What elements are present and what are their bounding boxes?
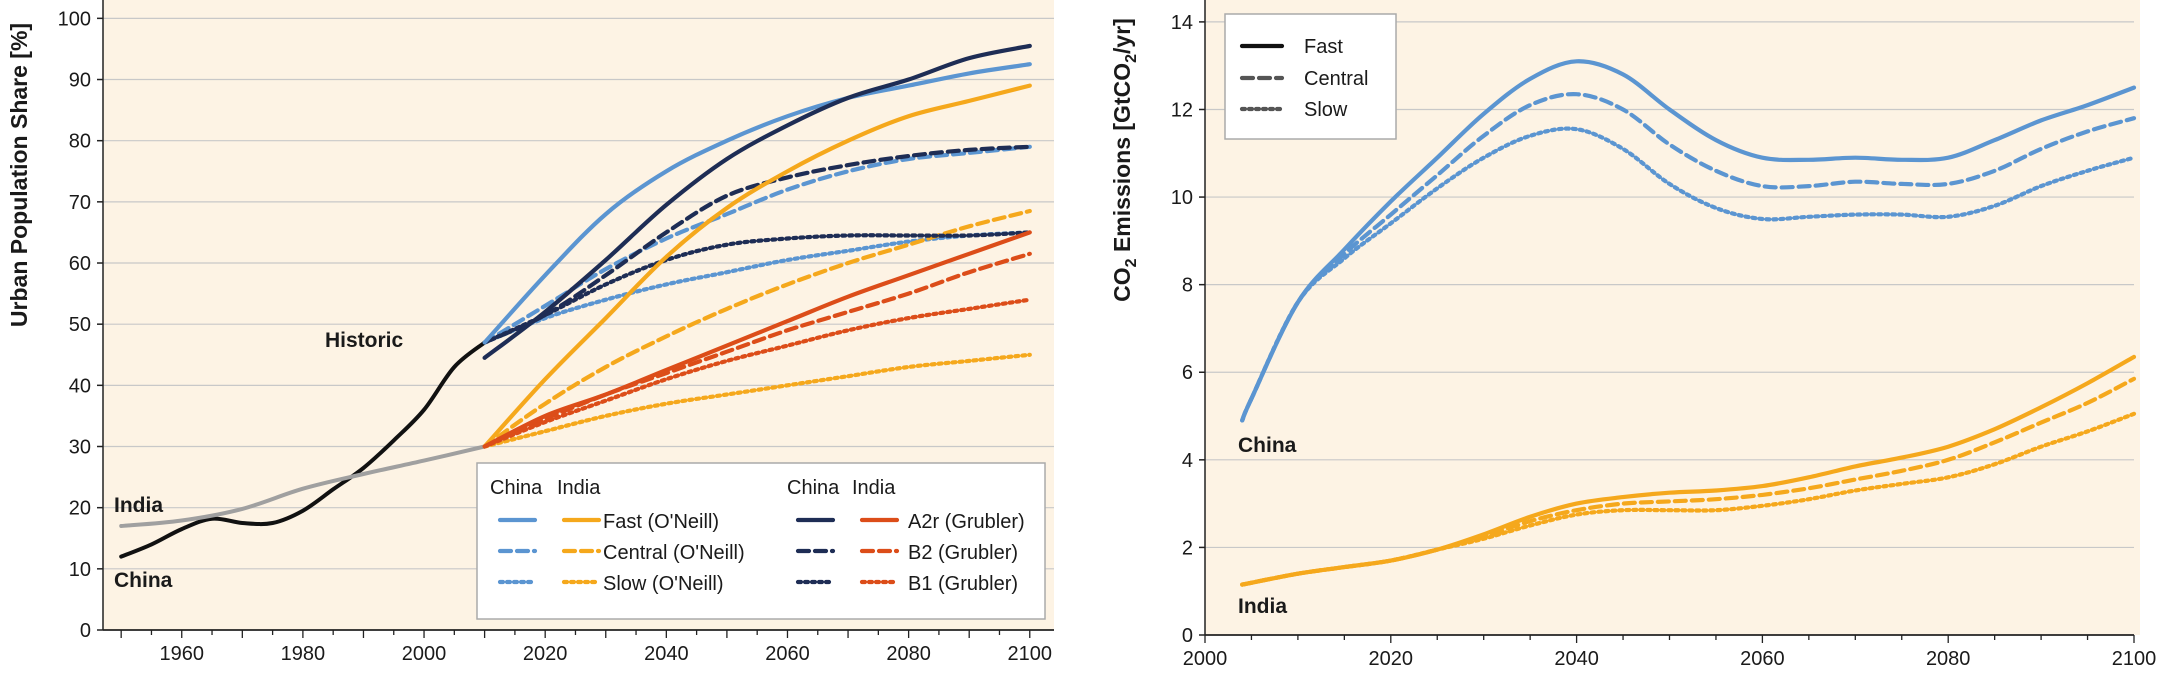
co2-y-tick-label-12: 12 [1171,99,1193,121]
legend-header-china-left: China [490,477,543,499]
series-line-india-grubler-a2r-grubler [482,230,1032,449]
x-tick-label-2080: 2080 [886,643,931,665]
legend-header-india-left: India [557,477,601,499]
china-annotation-right: China [1238,434,1297,457]
urban-share-legend: China India China India Fast (O'Neill) C… [476,462,1046,620]
x-tick-label-2000: 2000 [402,643,447,665]
legend-label-b1-grubler: B1 (Grubler) [908,573,1018,595]
co2-y-tick-label-8: 8 [1182,275,1193,297]
co2-y-tick-label-2: 2 [1182,537,1193,559]
x-tick-label-2020: 2020 [523,643,568,665]
co2-legend-label-central: Central [1304,68,1368,90]
co2-legend-swatches [1239,43,1285,112]
historic-annotation: Historic [325,329,404,352]
co2-x-tick-label-2020: 2020 [1369,648,1414,670]
urban-share-panel: 0 10 20 30 40 50 60 70 80 90 100 1960 1980 2000 2020 20… [6,0,1054,665]
co2-y-tick-label-6: 6 [1182,362,1193,384]
x-tick-label-2060: 2060 [765,643,810,665]
co2-y-tick-label-10: 10 [1171,187,1193,209]
series-line-historic-china [119,340,487,559]
co2-x-tick-label-2100: 2100 [2112,648,2157,670]
co2-emissions-panel: 0 2 4 6 8 10 12 14 2000 2020 2040 2060 2080 2100 CO2 … [1109,0,2156,670]
co2-y-tick-label-4: 4 [1182,450,1193,472]
co2-series [1240,59,2137,587]
series-line-china-oneill-slow-o-neill [482,230,1032,345]
series-line-india-oneill-fast-o-neill [482,83,1032,449]
y-tick-label-80: 80 [69,131,91,153]
co2-x-tick-label-2080: 2080 [1926,648,1971,670]
legend-header-china-right: China [787,477,840,499]
co2-y-axis-title: CO2 Emissions [GtCO2/yr] [1109,18,1140,302]
y-tick-label-60: 60 [69,253,91,275]
co2-legend-label-slow: Slow [1304,99,1348,121]
co2-axes: 0 2 4 6 8 10 12 14 2000 2020 2040 2060 2080 2100 [1171,0,2157,670]
legend-header-india-right: India [852,477,896,499]
x-tick-label-2100: 2100 [1008,643,1053,665]
legend-swatches [497,517,900,585]
y-tick-label-40: 40 [69,375,91,397]
urban-share-y-axis-title: Urban Population Share [%] [6,23,32,327]
x-tick-label-1960: 1960 [159,643,204,665]
co2-x-tick-label-2060: 2060 [1740,648,1785,670]
y-tick-label-70: 70 [69,192,91,214]
legend-box [476,462,1046,620]
co2-legend-label-fast: Fast [1304,36,1343,58]
series-line-india-grubler-b1-grubler [482,297,1032,449]
y-tick-label-100: 100 [58,8,91,30]
series-line-india-oneill-central-o-neill [482,208,1032,449]
india-annotation-right: India [1238,595,1287,618]
co2-y-tick-label-0: 0 [1182,625,1193,647]
co2-y-tick-label-14: 14 [1171,12,1193,34]
co2-series-line-india-fast [1240,354,2137,587]
co2-x-tick-label-2040: 2040 [1554,648,1599,670]
co2-series-line-china-slow [1240,126,2137,423]
legend-label-central-oneill: Central (O'Neill) [603,542,745,564]
y-tick-label-50: 50 [69,314,91,336]
china-annotation-left: China [114,569,173,592]
india-annotation-left: India [114,494,163,517]
y-tick-label-30: 30 [69,437,91,459]
series-line-india-oneill-slow-o-neill [482,352,1032,449]
urban-share-axes: 0 10 20 30 40 50 60 70 80 90 100 1960 1980 2000 2020 20… [58,0,1054,665]
co2-series-line-china-central [1240,92,2137,423]
legend-label-fast-oneill: Fast (O'Neill) [603,511,719,533]
co2-legend: Fast Central Slow [1224,13,1397,140]
co2-x-tick-label-2000: 2000 [1183,648,1228,670]
series-line-china-grubler-b2-grubler [482,144,1032,345]
y-tick-label-10: 10 [69,559,91,581]
series-line-china-grubler-a2r-grubler [482,43,1032,360]
series-line-china-grubler-b1-grubler [482,230,1032,345]
co2-series-line-china-fast [1240,59,2137,423]
legend-label-b2-grubler: B2 (Grubler) [908,542,1018,564]
y-tick-label-90: 90 [69,70,91,92]
x-tick-label-1980: 1980 [281,643,326,665]
series-line-historic-india [119,444,487,528]
series-line-china-oneill-fast-o-neill [482,62,1032,345]
legend-label-a2r-grubler: A2r (Grubler) [908,511,1025,533]
legend-label-slow-oneill: Slow (O'Neill) [603,573,724,595]
y-tick-label-0: 0 [80,620,91,642]
urban-share-series [119,43,1032,559]
y-tick-label-20: 20 [69,498,91,520]
x-tick-label-2040: 2040 [644,643,689,665]
